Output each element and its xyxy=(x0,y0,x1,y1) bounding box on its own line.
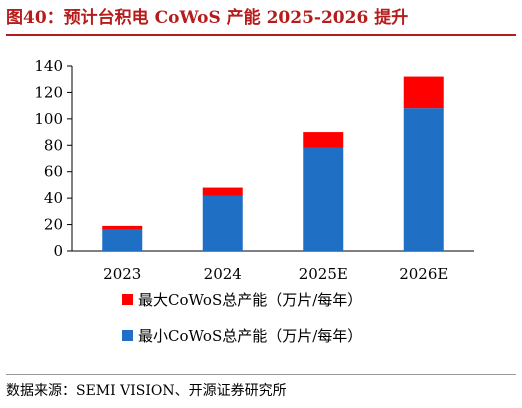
source-rule xyxy=(6,374,516,375)
bar-min-capacity xyxy=(403,108,444,252)
x-tick-label: 2025E xyxy=(299,265,348,283)
x-tick-label: 2024 xyxy=(204,265,242,283)
y-tick-label: 100 xyxy=(34,110,63,128)
x-tick-label: 2026E xyxy=(399,265,448,283)
bar-max-capacity xyxy=(102,225,143,230)
legend-label: 最大CoWoS总产能（万片/每年） xyxy=(138,291,362,309)
chart-axes: 0 20 40 60 80 100 120 140 2023 2024 2025E 2026E xyxy=(34,57,474,283)
title-rule xyxy=(6,34,516,36)
bar-min-capacity xyxy=(202,195,243,251)
bar-min-capacity xyxy=(102,229,143,251)
y-tick-label: 60 xyxy=(44,163,63,181)
x-tick-label: 2023 xyxy=(103,265,141,283)
legend-swatch xyxy=(122,330,133,341)
legend-swatch xyxy=(122,294,133,305)
bar-max-capacity xyxy=(202,187,243,196)
y-tick-label: 140 xyxy=(34,57,63,75)
y-tick-label: 0 xyxy=(53,242,63,260)
chart-legend: 最大CoWoS总产能（万片/每年） 最小CoWoS总产能（万片/每年） xyxy=(122,291,362,345)
stacked-bar-chart: 0 20 40 60 80 100 120 140 2023 2024 2025E 2026E 最大C… xyxy=(34,57,474,345)
legend-label: 最小CoWoS总产能（万片/每年） xyxy=(138,327,362,345)
bar-min-capacity xyxy=(303,147,344,251)
bar-max-capacity xyxy=(303,132,344,148)
y-tick-label: 40 xyxy=(44,189,63,207)
bar-max-capacity xyxy=(403,76,444,109)
chart-bars xyxy=(102,76,444,252)
source-note: 数据来源：SEMI VISION、开源证券研究所 xyxy=(6,383,287,399)
y-tick-label: 20 xyxy=(44,216,63,234)
y-tick-label: 120 xyxy=(34,83,63,101)
y-tick-label: 80 xyxy=(44,136,63,154)
figure-title: 图40：预计台积电 CoWoS 产能 2025-2026 提升 xyxy=(6,8,409,28)
